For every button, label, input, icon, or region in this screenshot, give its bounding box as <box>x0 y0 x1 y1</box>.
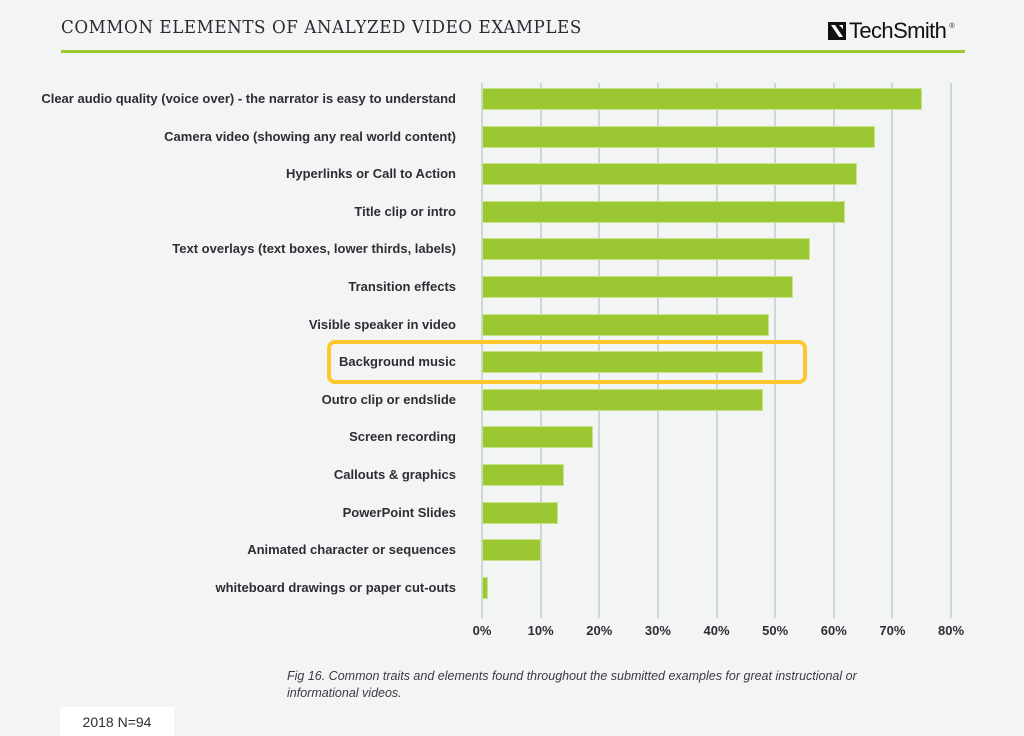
category-label: Visible speaker in video <box>308 316 456 332</box>
category-label: Background music <box>338 354 456 370</box>
techsmith-mark-icon <box>828 22 846 40</box>
gridline <box>539 83 542 618</box>
category-label: Clear audio quality (voice over) - the n… <box>41 91 456 106</box>
chart-title: COMMON ELEMENTS OF ANALYZED VIDEO EXAMPL… <box>61 17 582 38</box>
category-label: PowerPoint Slides <box>342 504 456 520</box>
bar <box>482 576 488 599</box>
gridline <box>832 83 835 618</box>
gridline <box>598 83 601 618</box>
highlight-box-background-music <box>327 340 807 384</box>
gridline <box>774 83 777 618</box>
category-label: Transition effects <box>348 279 456 294</box>
x-tick-label: 80% <box>937 623 965 638</box>
gridline <box>481 83 483 618</box>
bar <box>482 539 541 562</box>
category-label: Callouts & graphics <box>333 467 456 482</box>
category-label: Camera video (showing any real world con… <box>164 128 456 144</box>
category-label: Title clip or intro <box>354 203 456 219</box>
bar <box>482 351 764 374</box>
bar <box>482 501 559 524</box>
logo-text: TechSmith <box>849 18 947 43</box>
registered-mark: ® <box>949 22 955 30</box>
category-label: Outro clip or endslide <box>321 391 456 407</box>
category-label: whiteboard drawings or paper cut-outs <box>215 579 456 595</box>
gridline <box>950 83 952 618</box>
bar <box>482 426 594 449</box>
techsmith-logo: TechSmith ® <box>828 18 954 44</box>
gridline <box>891 83 894 618</box>
bar <box>482 125 875 148</box>
gridline <box>715 83 718 618</box>
bar <box>482 200 846 223</box>
bar <box>482 464 565 486</box>
bar <box>482 276 793 298</box>
figure-caption: Fig 16. Common traits and elements found… <box>287 669 857 700</box>
bar <box>482 88 922 110</box>
category-label: Hyperlinks or Call to Action <box>286 166 456 182</box>
bar <box>482 163 858 186</box>
x-tick-label: 40% <box>703 623 730 638</box>
gridline <box>656 83 659 618</box>
category-label: Text overlays (text boxes, lower thirds,… <box>172 241 456 257</box>
sample-size-badge: 2018 N=94 <box>60 707 174 736</box>
category-label: Screen recording <box>349 429 456 445</box>
x-tick-label: 20% <box>586 623 613 638</box>
bar <box>482 388 764 411</box>
title-underline <box>61 50 965 53</box>
x-tick-label: 10% <box>527 623 554 638</box>
x-tick-label: 50% <box>762 623 789 638</box>
x-tick-label: 70% <box>879 623 906 638</box>
x-tick-label: 30% <box>644 623 671 638</box>
category-label: Animated character or sequences <box>247 542 456 558</box>
bar <box>482 238 811 261</box>
bar <box>482 313 770 336</box>
x-tick-label: 60% <box>820 623 847 638</box>
x-tick-label: 0% <box>472 623 492 638</box>
